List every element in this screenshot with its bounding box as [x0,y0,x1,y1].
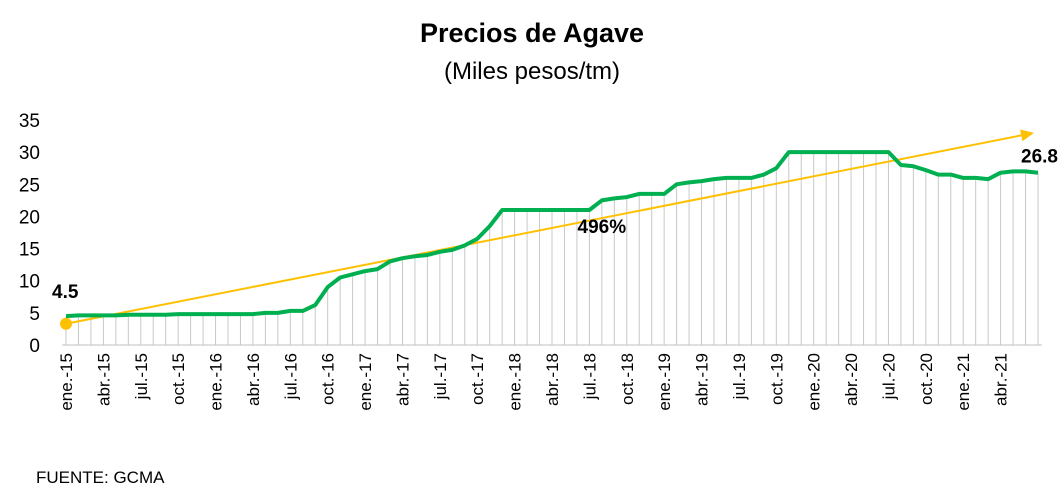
x-tick-label: ene.-16 [207,353,226,411]
x-tick-label: ene.-18 [506,353,525,411]
x-tick-label: jul.-17 [431,353,450,400]
drop-lines [65,152,1039,345]
x-tick-label: ene.-19 [655,353,674,411]
x-tick-label: oct.-17 [468,353,487,405]
y-axis-ticks: 0 5 10 15 20 25 30 35 [19,111,40,357]
x-tick-label: jul.-16 [281,353,300,400]
end-value-label: 26.8 [1021,147,1058,168]
x-tick-label: ene.-20 [805,353,824,411]
x-tick-label: ene.-15 [57,353,76,411]
start-value-label: 4.5 [52,282,79,303]
x-tick-label: abr.-15 [94,353,113,406]
source-note: FUENTE: GCMA [36,468,165,487]
x-tick-label: ene.-17 [356,353,375,411]
y-tick-label: 20 [19,207,40,228]
y-tick-label: 35 [19,111,40,132]
x-tick-label: jul.-15 [132,353,151,400]
trend-line [65,134,1022,325]
y-tick-label: 25 [19,175,40,196]
trend-arrowhead [1020,129,1034,142]
y-tick-label: 0 [29,336,40,357]
x-axis-ticks: ene.-15 abr.-15 jul.-15 oct.-15 ene.-16 abr.-… [57,353,1011,411]
x-tick-label: oct.-16 [319,353,338,405]
growth-percent-label: 496% [578,217,627,238]
x-tick-label: ene.-21 [954,353,973,411]
x-tick-label: abr.-16 [244,353,263,406]
x-tick-label: oct.-18 [618,353,637,405]
x-tick-label: abr.-17 [393,353,412,406]
x-tick-label: oct.-15 [169,353,188,405]
trend-start-marker [60,317,72,330]
price-series-line [65,150,1039,319]
chart-subtitle: (Miles pesos/tm) [443,58,621,85]
y-tick-label: 15 [19,240,40,261]
x-tick-label: abr.-21 [992,353,1011,406]
x-tick-label: jul.-18 [580,353,599,400]
x-tick-label: jul.-19 [730,353,749,400]
y-tick-label: 5 [29,304,40,325]
y-tick-label: 30 [19,143,40,164]
x-tick-label: abr.-20 [842,353,861,406]
y-tick-label: 10 [19,272,40,293]
x-tick-label: abr.-19 [693,353,712,406]
x-tick-label: oct.-20 [917,353,936,405]
x-tick-label: oct.-19 [767,353,786,405]
x-tick-label: jul.-20 [879,353,898,400]
chart-title: Precios de Agave [419,18,645,48]
x-tick-label: abr.-18 [543,353,562,406]
